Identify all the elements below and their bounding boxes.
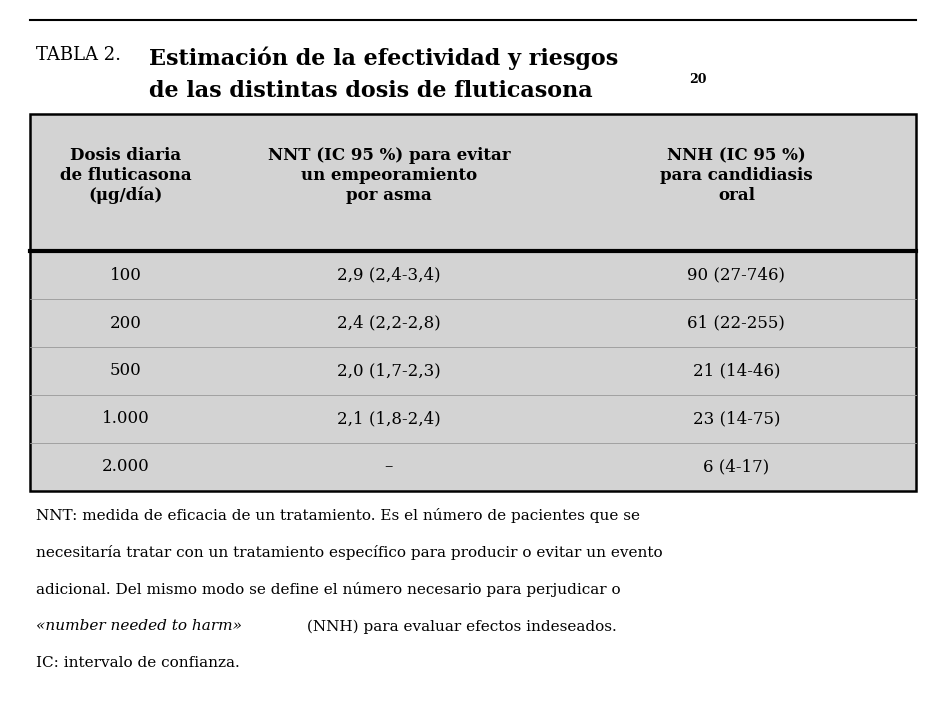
- FancyBboxPatch shape: [30, 114, 916, 491]
- Text: NNT (IC 95 %) para evitar
un empeoramiento
por asma: NNT (IC 95 %) para evitar un empeoramien…: [268, 147, 510, 203]
- Text: 2,1 (1,8-2,4): 2,1 (1,8-2,4): [337, 410, 441, 427]
- Text: 2,4 (2,2-2,8): 2,4 (2,2-2,8): [337, 314, 441, 331]
- Text: NNH (IC 95 %)
para candidiasis
oral: NNH (IC 95 %) para candidiasis oral: [660, 147, 813, 203]
- Text: 2,0 (1,7-2,3): 2,0 (1,7-2,3): [337, 363, 441, 380]
- Text: 100: 100: [110, 267, 141, 284]
- Text: 2.000: 2.000: [101, 458, 149, 475]
- Text: IC: intervalo de confianza.: IC: intervalo de confianza.: [36, 656, 239, 670]
- Text: Dosis diaria
de fluticasona
(μg/día): Dosis diaria de fluticasona (μg/día): [60, 147, 191, 204]
- Text: 6 (4-17): 6 (4-17): [703, 458, 769, 475]
- Text: 23 (14-75): 23 (14-75): [692, 410, 780, 427]
- Text: TABLA 2.: TABLA 2.: [36, 46, 121, 64]
- Text: adicional. Del mismo modo se define el número necesario para perjudicar o: adicional. Del mismo modo se define el n…: [36, 582, 621, 597]
- Text: necesitaría tratar con un tratamiento específico para producir o evitar un event: necesitaría tratar con un tratamiento es…: [36, 545, 662, 560]
- Text: 61 (22-255): 61 (22-255): [688, 314, 785, 331]
- Text: 20: 20: [689, 73, 706, 85]
- Text: 21 (14-46): 21 (14-46): [692, 363, 780, 380]
- Text: 500: 500: [110, 363, 141, 380]
- Text: –: –: [385, 458, 394, 475]
- Text: (NNH) para evaluar efectos indeseados.: (NNH) para evaluar efectos indeseados.: [302, 619, 617, 634]
- Text: «number needed to harm»: «number needed to harm»: [36, 619, 242, 634]
- Text: 2,9 (2,4-3,4): 2,9 (2,4-3,4): [337, 267, 441, 284]
- Text: de las distintas dosis de fluticasona: de las distintas dosis de fluticasona: [149, 80, 593, 102]
- Text: 200: 200: [110, 314, 141, 331]
- Text: Estimación de la efectividad y riesgos: Estimación de la efectividad y riesgos: [149, 46, 619, 70]
- Text: NNT: medida de eficacia de un tratamiento. Es el número de pacientes que se: NNT: medida de eficacia de un tratamient…: [36, 508, 639, 523]
- Text: 1.000: 1.000: [101, 410, 149, 427]
- Text: 90 (27-746): 90 (27-746): [688, 267, 785, 284]
